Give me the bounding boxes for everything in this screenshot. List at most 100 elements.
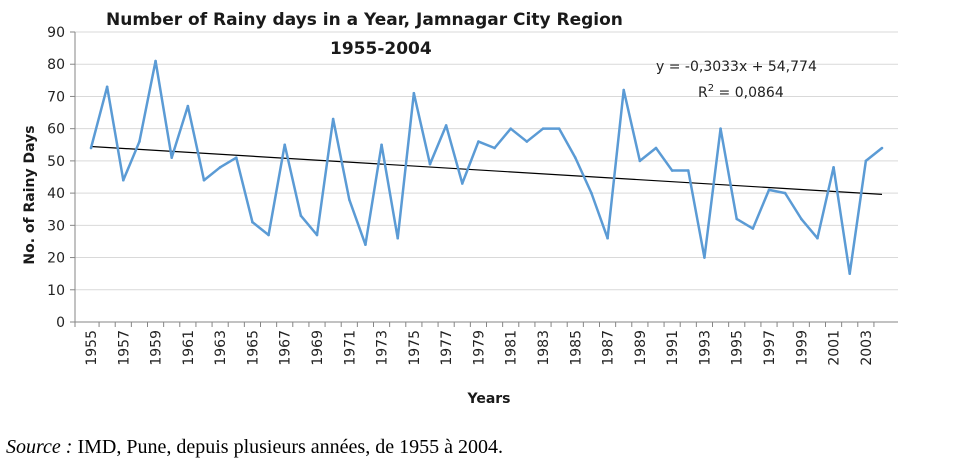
source-note: Source : IMD, Pune, depuis plusieurs ann… [6,436,503,459]
x-tick-label: 1963 [213,330,229,366]
x-tick-label: 1967 [278,330,294,366]
data-point [267,233,270,237]
data-point [735,217,739,221]
data-point [606,236,609,240]
data-point [186,104,190,108]
x-tick-label: 1979 [471,330,487,366]
y-tick-label: 70 [47,89,65,105]
x-tick-label: 1977 [439,330,455,366]
data-point [541,127,545,130]
y-tick-label: 40 [47,186,65,202]
x-tick-label: 1975 [407,330,423,366]
y-tick-label: 50 [47,154,65,170]
x-tick-label: 1993 [697,330,713,366]
data-point [460,182,464,185]
data-point [396,236,400,240]
data-point [767,188,771,192]
data-point [234,156,238,159]
x-axis-title: Years [466,391,510,407]
data-point [557,127,561,130]
data-point [783,191,787,195]
x-tick-label: 1957 [116,330,132,366]
x-tick-label: 1997 [762,330,778,366]
chart-subtitle: 1955-2004 [330,39,432,59]
data-point [251,220,254,224]
data-point [121,178,125,182]
data-point [105,85,109,89]
data-point [622,88,626,92]
data-point [89,146,93,150]
y-axis-title: No. of Rainy Days [22,125,38,264]
x-tick-label: 1983 [536,330,552,366]
data-point [283,143,287,147]
x-tick-label: 1955 [84,330,100,366]
x-tick-label: 2003 [859,330,875,366]
x-tick-label: 1961 [181,330,197,366]
y-tick-label: 60 [47,122,65,138]
data-point [590,191,593,195]
data-point [848,272,852,275]
data-point [703,256,706,259]
rainy-days-line-chart: 0 10 20 30 40 50 60 70 80 90 1955 1957 1959 1961 1963… [22,10,898,407]
x-tick-label: 1991 [665,330,681,366]
data-point [525,140,529,143]
data-point [428,162,432,166]
data-point [315,233,319,237]
data-point [880,146,884,150]
data-point [202,178,206,182]
y-tick-label: 80 [47,57,65,73]
data-point [719,127,722,130]
x-tick-label: 1965 [245,330,261,366]
series-line [89,59,883,275]
trendline [90,145,883,195]
gridlines [75,31,898,291]
data-point [686,169,690,172]
data-point [493,146,496,150]
data-point [218,166,222,169]
data-point [154,59,157,63]
data-point [832,166,835,169]
x-tick-label: 1971 [342,330,358,366]
trendline-layer [90,145,883,195]
x-tick-label: 1973 [375,330,391,366]
r-squared-value: = 0,0864 [714,85,784,101]
data-point [138,140,141,143]
data-point [477,140,480,143]
source-label: Source : [6,436,73,458]
x-tick-labels: 1955 1957 1959 1961 1963 1965 1967 1969 1971 1973… [84,330,875,366]
data-point [331,117,335,121]
r-squared-prefix: R [698,85,708,101]
chart-frame: 0 10 20 30 40 50 60 70 80 90 1955 1957 1959 1961 1963… [22,10,898,407]
y-tick-label: 90 [47,25,65,41]
trendline-equation: y = -0,3033x + 54,774 [656,59,817,75]
data-point [751,227,755,230]
x-tick-label: 1999 [794,330,810,366]
data-point [347,198,351,201]
data-point [170,156,174,159]
data-point [864,159,868,163]
y-tick-labels: 0 10 20 30 40 50 60 70 80 90 [47,25,65,331]
data-point [412,91,416,95]
x-tick-label: 2001 [827,330,843,366]
y-tick-label: 30 [47,218,65,234]
y-tick-label: 0 [56,315,65,331]
x-tick-label: 1995 [730,330,746,366]
source-text: IMD, Pune, depuis plusieurs années, de 1… [72,436,503,458]
data-point [799,217,803,221]
trendline-r-squared: R2 = 0,0864 [698,83,784,101]
data-point [364,243,367,246]
x-tick-label: 1985 [568,330,584,366]
axes [70,31,898,327]
y-tick-label: 10 [47,283,65,299]
x-tick-label: 1987 [601,330,617,366]
x-tick-label: 1959 [149,330,165,366]
data-point [299,214,303,217]
y-tick-label: 20 [47,251,65,267]
data-point [816,236,819,240]
data-point [573,156,577,159]
data-point [654,146,658,150]
x-tick-label: 1989 [633,330,649,366]
data-point [444,124,448,127]
series-layer [89,59,884,275]
data-point [509,127,513,130]
